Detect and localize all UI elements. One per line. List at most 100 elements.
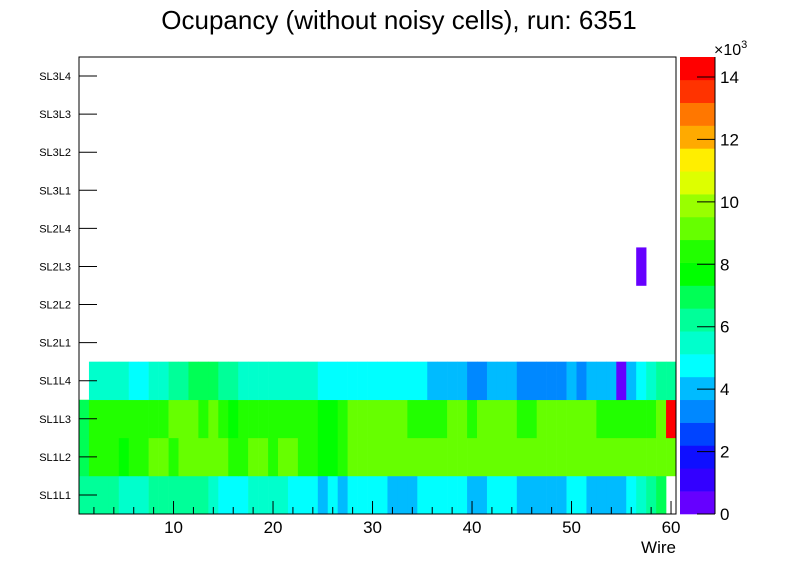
heatmap-cell <box>666 361 677 401</box>
heatmap-cell <box>317 399 329 439</box>
heatmap-cell <box>397 399 408 439</box>
heatmap-cell <box>437 399 448 439</box>
heatmap-cell <box>417 361 428 401</box>
color-scale-swatch <box>680 376 715 401</box>
heatmap-cell <box>238 437 249 477</box>
heatmap-cell <box>506 361 518 401</box>
heatmap-cell <box>148 437 159 477</box>
heatmap-cell <box>427 399 438 439</box>
y-tick-label: SL1L1 <box>39 490 71 502</box>
heatmap-cell <box>486 437 498 477</box>
heatmap-cell <box>407 399 418 439</box>
heatmap-cell <box>287 437 299 477</box>
heatmap-cell <box>457 399 468 439</box>
heatmap-cell <box>297 475 309 515</box>
heatmap-cell <box>626 437 637 477</box>
heatmap-cell <box>168 475 179 515</box>
heatmap-cell <box>506 437 518 477</box>
heatmap-cell <box>596 475 607 515</box>
heatmap-cell <box>128 361 139 401</box>
heatmap-cell <box>596 399 607 439</box>
color-scale-swatch <box>680 171 715 195</box>
heatmap-cell <box>437 361 448 401</box>
heatmap-cell <box>486 361 498 401</box>
heatmap-cell <box>437 437 448 477</box>
heatmap-cell <box>357 361 368 401</box>
heatmap-cell <box>467 361 478 401</box>
heatmap-cell <box>118 361 130 401</box>
heatmap-cell <box>496 437 508 477</box>
heatmap-cell <box>576 475 587 515</box>
color-scale-tick-label: 12 <box>720 130 739 149</box>
heatmap-cell <box>198 361 209 401</box>
heatmap-cell <box>218 475 229 515</box>
color-scale-swatch <box>680 102 715 126</box>
heatmap-cell <box>596 361 607 401</box>
heatmap-cell <box>457 361 468 401</box>
color-scale-swatch <box>680 445 715 469</box>
heatmap-cell <box>586 437 597 477</box>
heatmap-cell <box>646 361 657 401</box>
heatmap-cell <box>278 475 289 515</box>
heatmap-cell <box>258 437 269 477</box>
heatmap-cell <box>347 475 358 515</box>
heatmap-cell <box>158 475 169 515</box>
heatmap-cell <box>566 475 577 515</box>
color-scale-swatch <box>680 262 715 286</box>
heatmap-cell <box>636 399 647 439</box>
heatmap-cell <box>656 361 667 401</box>
heatmap-cell <box>347 399 358 439</box>
heatmap-cell <box>268 437 279 477</box>
heatmap-cell <box>98 475 110 515</box>
heatmap-cell <box>546 437 557 477</box>
heatmap-cell <box>486 475 498 515</box>
heatmap-cell <box>467 399 478 439</box>
heatmap-cell <box>387 361 398 401</box>
heatmap-cell <box>606 399 617 439</box>
heatmap-cell <box>407 475 418 515</box>
heatmap-cell <box>178 399 189 439</box>
heatmap-cell <box>536 475 547 515</box>
heatmap-cell <box>447 399 458 439</box>
heatmap-cell <box>158 361 169 401</box>
heatmap-cell <box>278 361 289 401</box>
y-tick-label: SL1L4 <box>39 376 71 388</box>
heatmap-cell <box>656 475 667 515</box>
heatmap-cell <box>198 475 209 515</box>
heatmap-cell <box>576 399 587 439</box>
heatmap-cell <box>626 399 637 439</box>
heatmap-cell <box>387 475 398 515</box>
heatmap-cell <box>447 437 458 477</box>
heatmap-cell <box>327 361 338 401</box>
heatmap-cell <box>98 399 110 439</box>
heatmap-cell <box>606 437 617 477</box>
heatmap-cell <box>307 399 319 439</box>
heatmap-cell <box>536 361 547 401</box>
heatmap-cell <box>148 361 159 401</box>
heatmap-cell <box>138 399 149 439</box>
x-tick-label: 60 <box>662 518 681 537</box>
heatmap-cell <box>387 399 398 439</box>
heatmap-cell <box>546 475 557 515</box>
heatmap-cell <box>596 437 607 477</box>
color-scale-swatch <box>680 285 715 309</box>
heatmap-cell <box>98 437 110 477</box>
heatmap-cell <box>307 361 319 401</box>
y-tick-label: SL1L2 <box>39 452 71 464</box>
heatmap-cell <box>238 475 249 515</box>
heatmap-cell <box>118 475 130 515</box>
heatmap-cell <box>248 399 259 439</box>
heatmap-cell <box>148 399 159 439</box>
heatmap-cell <box>457 437 468 477</box>
heatmap-cell <box>297 437 309 477</box>
heatmap-cell <box>586 361 597 401</box>
y-tick-label: SL3L3 <box>39 109 71 121</box>
heatmap-cell <box>297 361 309 401</box>
heatmap-cell <box>526 437 537 477</box>
heatmap-cell <box>536 399 547 439</box>
heatmap-cell <box>516 399 528 439</box>
color-scale-swatch <box>680 239 715 263</box>
multiplier-exponent: 3 <box>741 39 747 51</box>
color-scale: 0 2 4 6 8 10 12 14 <box>680 57 739 524</box>
heatmap-cell <box>506 399 518 439</box>
